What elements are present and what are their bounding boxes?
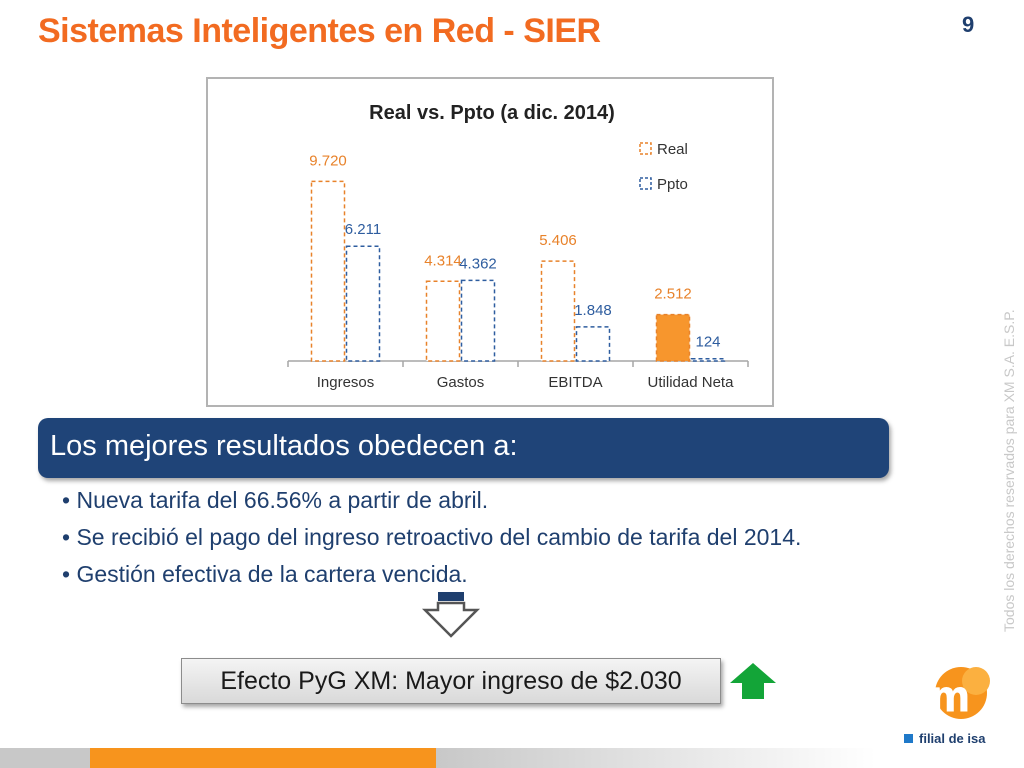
chart-container: Real vs. Ppto (a dic. 2014) Ingresos 9.72… <box>206 77 774 407</box>
bar-ppto <box>460 279 496 362</box>
list-item: Nueva tarifa del 66.56% a partir de abri… <box>62 484 801 521</box>
x-tick-label: Utilidad Neta <box>648 374 735 391</box>
x-tick-label: Ingresos <box>317 374 375 391</box>
bottom-bar <box>0 748 1024 768</box>
logo-text: xm <box>906 672 970 721</box>
bar-real <box>310 180 346 362</box>
bar-ppto <box>690 357 726 362</box>
bar-ppto <box>575 326 611 362</box>
logo-subtitle: filial de isa <box>904 731 985 746</box>
data-label: 124 <box>695 334 720 351</box>
data-label: 6.211 <box>345 221 381 238</box>
chart-title: Real vs. Ppto (a dic. 2014) <box>369 102 615 124</box>
data-label: 2.512 <box>654 286 692 303</box>
data-label: 4.362 <box>459 255 497 272</box>
data-label: 9.720 <box>309 152 347 169</box>
results-banner: Los mejores resultados obedecen a: <box>38 418 889 478</box>
reasons-list: Nueva tarifa del 66.56% a partir de abri… <box>62 484 801 595</box>
bar-real <box>540 260 576 362</box>
down-arrow-icon <box>421 592 481 638</box>
bottom-bar-gradient <box>436 748 876 768</box>
bar-ppto <box>345 245 381 362</box>
bar-chart: Real vs. Ppto (a dic. 2014) Ingresos 9.72… <box>287 102 749 391</box>
data-label: 1.848 <box>574 302 612 319</box>
copyright-note: Todos los derechos reservados para XM S.… <box>1001 309 1017 632</box>
bar-real <box>655 313 691 362</box>
bottom-bar-orange <box>90 748 436 768</box>
banner-text: Los mejores resultados obedecen a: <box>50 430 518 462</box>
page-number: 9 <box>962 12 975 37</box>
data-label: 4.314 <box>424 252 462 269</box>
effect-text: Efecto PyG XM: Mayor ingreso de $2.030 <box>220 667 682 695</box>
legend-label: Ppto <box>657 176 688 193</box>
effect-box: Efecto PyG XM: Mayor ingreso de $2.030 <box>181 658 721 704</box>
bottom-bar-grey <box>0 748 90 768</box>
x-tick-label: Gastos <box>437 374 485 391</box>
list-item: Gestión efectiva de la cartera vencida. <box>62 558 801 595</box>
list-item: Se recibió el pago del ingreso retroacti… <box>62 521 801 558</box>
legend-swatch <box>639 142 652 155</box>
slide-title: Sistemas Inteligentes en Red - SIER <box>38 12 601 50</box>
logo-subtitle-text: filial de isa <box>919 731 986 746</box>
legend-swatch <box>639 177 652 190</box>
bar-real <box>425 280 461 362</box>
x-tick-label: EBITDA <box>548 374 602 391</box>
up-arrow-icon <box>730 663 776 699</box>
xm-logo: xm <box>906 667 990 722</box>
data-label: 5.406 <box>539 232 577 249</box>
square-icon <box>904 734 913 743</box>
legend-label: Real <box>657 141 688 158</box>
